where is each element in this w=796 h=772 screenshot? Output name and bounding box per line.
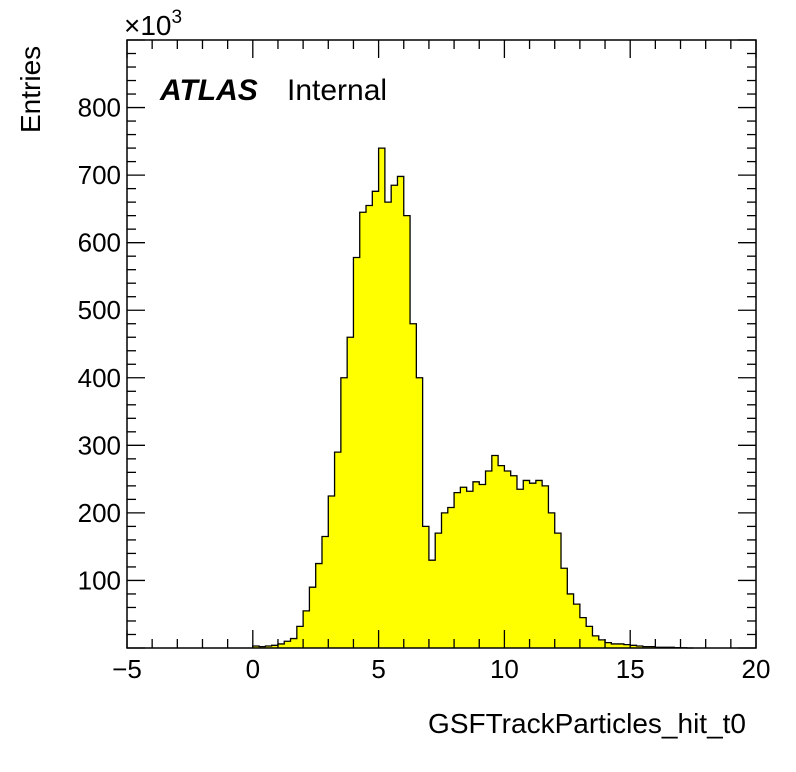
histogram-bin	[277, 643, 285, 648]
y-multiplier-exponent: 3	[172, 7, 183, 28]
histogram-bin	[321, 536, 329, 648]
histogram-bin	[366, 205, 373, 648]
histogram-bin	[353, 257, 361, 648]
y-tick-label: 300	[78, 430, 121, 460]
y-tick-label: 400	[78, 363, 121, 393]
histogram-bin	[504, 471, 511, 648]
histogram-bin	[542, 485, 549, 648]
histogram-bin	[485, 471, 493, 648]
histogram-bin	[372, 191, 379, 648]
histogram-bin	[397, 176, 405, 648]
y-tick-labels: 100 200 300 400 500 600 700 800	[78, 93, 121, 596]
y-tick-label: 100	[78, 565, 121, 595]
histogram-bin	[347, 337, 354, 648]
histogram-bin	[605, 642, 612, 648]
histogram-bin	[466, 491, 474, 648]
histogram-bin	[271, 645, 279, 648]
histogram-bin	[309, 587, 316, 648]
histogram-bin	[315, 563, 323, 648]
plot-frame	[126, 39, 757, 649]
histogram-bin	[548, 512, 556, 648]
histogram-bin	[441, 512, 449, 648]
histogram-outline	[252, 147, 694, 649]
histogram-bin	[384, 202, 392, 648]
internal-label: Internal	[287, 74, 387, 107]
histogram-bin	[303, 610, 310, 648]
y-axis-title: Entries	[15, 46, 46, 133]
histogram-bin	[359, 212, 367, 648]
histogram-bin	[561, 568, 568, 648]
atlas-label: ATLAS	[159, 74, 258, 107]
histogram-bin	[535, 480, 543, 648]
x-axis-title: GSFTrackParticles_hit_t0	[428, 708, 746, 739]
y-multiplier: ×103	[124, 7, 182, 41]
histogram-bin	[378, 148, 386, 649]
histogram-bin	[573, 604, 581, 648]
histogram-bin	[410, 323, 417, 648]
histogram-bin	[523, 480, 530, 648]
histogram-bin	[516, 489, 524, 648]
histogram-bin	[479, 484, 486, 648]
histogram-bin	[454, 492, 461, 648]
histogram-bin	[567, 593, 574, 648]
x-tick-label: 15	[616, 654, 645, 684]
histogram-bin	[422, 526, 430, 648]
histogram-bin	[334, 452, 342, 648]
histogram-bin	[510, 475, 518, 648]
y-tick-label: 700	[78, 160, 121, 190]
x-tick-label: 20	[742, 654, 771, 684]
histogram-bin	[284, 641, 291, 648]
histogram-bin	[592, 635, 600, 648]
x-tick-label: 0	[246, 654, 260, 684]
histogram-bin	[403, 215, 411, 648]
y-tick-label: 500	[78, 295, 121, 325]
histogram-bin	[498, 465, 505, 648]
histogram-bin	[491, 455, 499, 648]
histogram-bin	[554, 533, 562, 648]
histogram-bin	[265, 645, 272, 648]
histogram-bin	[460, 487, 467, 648]
x-tick-label: 5	[371, 654, 385, 684]
histogram-bin	[579, 617, 587, 648]
histogram-bin	[416, 377, 423, 648]
histogram-bin	[611, 643, 618, 648]
histogram-bin	[598, 639, 606, 648]
y-tick-label: 200	[78, 498, 121, 528]
histogram-bin	[630, 645, 637, 648]
histogram-bin	[428, 560, 436, 648]
x-tick-labels: −5 0 5 10 15 20	[112, 654, 770, 684]
y-tick-label: 800	[78, 93, 121, 123]
x-tick-label: −5	[112, 654, 142, 684]
histogram-bin	[340, 377, 348, 648]
histogram-bin	[586, 626, 593, 648]
histogram-bars	[252, 148, 688, 649]
axis-ticks	[126, 39, 757, 649]
histogram-bin	[472, 481, 480, 648]
histogram-bin	[623, 644, 631, 648]
histogram-bin	[447, 507, 455, 648]
histogram-bin	[391, 185, 398, 648]
histogram-bin	[636, 645, 644, 648]
x-tick-label: 10	[490, 654, 519, 684]
histogram-bin	[435, 533, 442, 648]
histogram-bin	[617, 643, 625, 648]
histogram-bin	[252, 645, 260, 648]
histogram-bin	[328, 496, 335, 648]
y-tick-label: 600	[78, 228, 121, 258]
histogram-bin	[290, 638, 298, 648]
histogram-bin	[529, 483, 537, 648]
histogram-bin	[296, 626, 304, 648]
